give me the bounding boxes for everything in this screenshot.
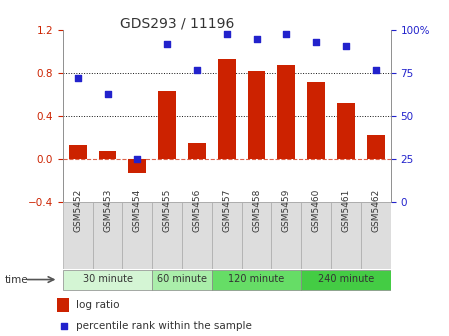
Bar	[272, 202, 301, 269]
Bar	[212, 202, 242, 269]
Bar	[158, 91, 176, 159]
Text: GSM5462: GSM5462	[371, 188, 380, 232]
Bar	[63, 202, 92, 269]
Text: 30 minute: 30 minute	[83, 274, 132, 284]
Bar	[367, 135, 385, 159]
Text: GSM5456: GSM5456	[193, 188, 202, 232]
Text: GSM5461: GSM5461	[341, 188, 350, 232]
Bar	[63, 270, 152, 290]
Bar	[128, 159, 146, 173]
Text: GSM5459: GSM5459	[282, 188, 291, 232]
Point	[60, 324, 67, 329]
Bar	[188, 143, 206, 159]
Text: GSM5453: GSM5453	[103, 188, 112, 232]
Bar	[57, 298, 70, 312]
Bar	[301, 202, 331, 269]
Point	[134, 156, 141, 162]
Point	[313, 40, 320, 45]
Bar	[242, 202, 272, 269]
Bar	[212, 270, 301, 290]
Bar	[92, 202, 123, 269]
Point	[253, 36, 260, 42]
Text: 240 minute: 240 minute	[318, 274, 374, 284]
Text: GSM5458: GSM5458	[252, 188, 261, 232]
Point	[194, 67, 201, 72]
Point	[342, 43, 349, 48]
Bar	[123, 202, 152, 269]
Bar	[307, 82, 325, 159]
Text: 60 minute: 60 minute	[157, 274, 207, 284]
Text: GSM5455: GSM5455	[163, 188, 172, 232]
Text: GSM5457: GSM5457	[222, 188, 231, 232]
Bar	[152, 202, 182, 269]
Bar	[69, 145, 87, 159]
Point	[74, 76, 81, 81]
Bar	[337, 103, 355, 159]
Text: time: time	[4, 275, 28, 285]
Bar	[361, 202, 391, 269]
Point	[283, 31, 290, 36]
Bar	[301, 270, 391, 290]
Text: GSM5452: GSM5452	[73, 188, 82, 232]
Text: 120 minute: 120 minute	[229, 274, 285, 284]
Bar	[182, 202, 212, 269]
Bar	[247, 71, 265, 159]
Point	[163, 41, 171, 47]
Bar	[218, 59, 236, 159]
Bar	[331, 202, 361, 269]
Bar	[99, 151, 116, 159]
Bar	[277, 65, 295, 159]
Point	[372, 67, 379, 72]
Text: GSM5460: GSM5460	[312, 188, 321, 232]
Text: log ratio: log ratio	[76, 300, 120, 310]
Text: GSM5454: GSM5454	[133, 188, 142, 232]
Text: GDS293 / 11196: GDS293 / 11196	[120, 17, 235, 31]
Bar	[152, 270, 212, 290]
Point	[223, 31, 230, 36]
Point	[104, 91, 111, 96]
Text: percentile rank within the sample: percentile rank within the sample	[76, 322, 252, 331]
